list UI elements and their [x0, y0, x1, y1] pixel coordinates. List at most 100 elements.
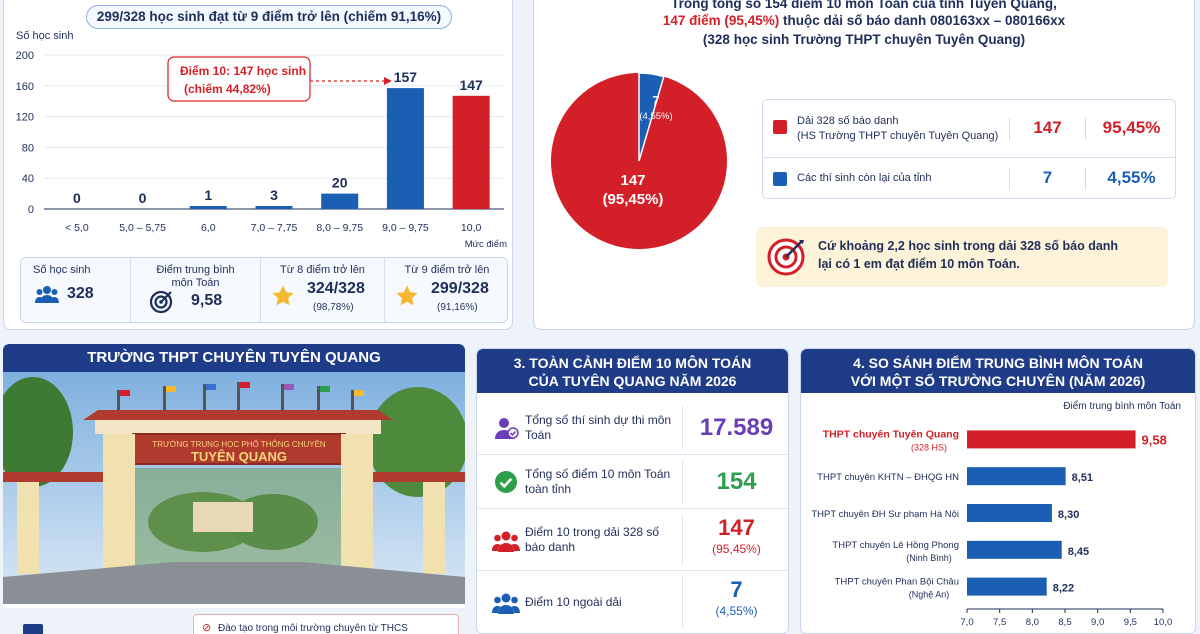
bar-value-label: 20 — [332, 175, 348, 191]
x-tick-label: 10,0 — [461, 222, 482, 234]
bar-value-label: 3 — [270, 187, 278, 203]
stat-8-plus: Từ 8 điểm trở lên 324/328 (98,78%) — [261, 258, 385, 322]
comparison-bar — [967, 430, 1136, 449]
overview-rows: Tổng số thí sinh dự thi môn Toán 17.589 … — [477, 401, 788, 633]
score-distribution-panel: 299/328 học sinh đạt từ 9 điểm trở lên (… — [3, 0, 513, 330]
x-tick-label: 10,0 — [1154, 617, 1173, 628]
overview-value-block: 7 (4,55%) — [682, 576, 788, 628]
distribution-header: 299/328 học sinh đạt từ 9 điểm trở lên (… — [86, 5, 452, 29]
x-tick-label: 8,5 — [1058, 617, 1071, 628]
school-footer-card: ⊘ Đào tạo trong môi trường chuyên từ THC… — [193, 614, 459, 634]
star-icon — [272, 285, 294, 306]
pie-header-line3: (328 học sinh Trường THPT chuyên Tuyên Q… — [702, 32, 1026, 47]
overview-label: Điểm 10 trong dải 328 số báo danh — [525, 524, 660, 554]
overview-value: 17.589 — [682, 405, 788, 450]
overview-value-block: 147 (95,45%) — [682, 514, 788, 566]
calendar-icon — [23, 624, 43, 634]
pie-header-rest: thuộc dải số báo danh 080163xx – 080166x… — [779, 13, 1066, 28]
x-tick-label: 8,0 – 9,75 — [316, 222, 363, 234]
legend-pct: 95,45% — [1085, 118, 1177, 140]
legend-label: Các thí sinh còn lại của tỉnh — [797, 172, 932, 184]
comparison-value-label: 8,22 — [1053, 583, 1074, 595]
star-icon — [396, 285, 418, 306]
y-tick-label: 120 — [16, 112, 34, 124]
bar — [452, 95, 490, 209]
compare-title-line2: VỚI MỘT SỐ TRƯỜNG CHUYÊN (NĂM 2026) — [850, 373, 1146, 389]
comparison-bar — [967, 504, 1052, 522]
stat-label: Từ 9 điểm trở lên — [404, 264, 490, 276]
overview-row-in-range: Điểm 10 trong dải 328 số báo danh 147 (9… — [477, 509, 788, 571]
stat-label: Điểm trung bình môn Toán — [156, 264, 235, 289]
x-tick-label: 9,0 — [1091, 617, 1104, 628]
x-axis-label: Mức điểm — [465, 239, 507, 250]
check-circle-icon — [495, 471, 517, 493]
comparison-value-label: 8,45 — [1068, 546, 1089, 558]
compare-panel: 4. SO SÁNH ĐIỂM TRUNG BÌNH MÔN TOÁN VỚI … — [800, 348, 1196, 634]
bar-value-label: 0 — [139, 190, 147, 206]
legend-label-line2: (HS Trường THPT chuyên Tuyên Quang) — [797, 130, 999, 142]
legend-row-out: Các thí sinh còn lại của tỉnh 7 4,55% — [763, 158, 1175, 200]
legend-count: 7 — [1009, 168, 1085, 190]
pie-label-small-pct: (4,55%) — [639, 111, 672, 122]
bar-value-label: 1 — [204, 187, 212, 203]
overview-panel: 3. TOÀN CẢNH ĐIỂM 10 MÔN TOÁN CỦA TUYÊN … — [476, 348, 789, 634]
y-tick-label: 200 — [16, 50, 34, 62]
y-axis-label: Số học sinh — [16, 30, 73, 42]
pie-chart: 147 (95,45%) 7 (4,55%) — [551, 72, 727, 249]
legend-count: 147 — [1009, 118, 1085, 140]
x-tick-label: 9,5 — [1124, 617, 1137, 628]
stat-sub: (98,78%) — [313, 302, 354, 313]
target-icon — [767, 238, 805, 276]
stat-label: Từ 8 điểm trở lên — [280, 264, 365, 276]
pie-note-line2: lại có 1 em đạt điểm 10 môn Toán. — [818, 257, 1020, 271]
x-tick-label: 8,0 — [1026, 617, 1039, 628]
comparison-category-sublabel: (Ninh Bình) — [906, 553, 952, 563]
overview-title: 3. TOÀN CẢNH ĐIỂM 10 MÔN TOÁN CỦA TUYÊN … — [477, 349, 788, 393]
y-tick-label: 0 — [28, 204, 34, 216]
bar-value-label: 0 — [73, 190, 81, 206]
bar — [255, 206, 293, 209]
stat-value: 324/328 — [307, 280, 365, 297]
user-check-icon — [495, 418, 519, 439]
overview-value: 7 — [730, 577, 743, 602]
overview-label: Tổng số thí sinh dự thi môn Toán — [525, 412, 672, 442]
comparison-category-sublabel: (Nghệ An) — [909, 590, 950, 600]
school-footer-text: Đào tạo trong môi trường chuyên từ THCS — [218, 623, 408, 634]
comparison-category-label: THPT chuyên Phan Bội Châu — [835, 577, 959, 588]
overview-value: 147 — [718, 515, 755, 540]
x-tick-label: 6,0 — [201, 222, 216, 234]
callout-line1: Điểm 10: 147 học sinh — [180, 64, 306, 78]
overview-row-candidates: Tổng số thí sinh dự thi môn Toán 17.589 — [477, 401, 788, 455]
comparison-value-label: 8,51 — [1072, 472, 1093, 484]
legend-label-line1: Dải 328 số báo danh — [797, 115, 899, 127]
gate-sign-line1: TRƯỜNG TRUNG HỌC PHỔ THÔNG CHUYÊN — [152, 440, 326, 449]
stat-average: Điểm trung bình môn Toán 9,58 — [131, 258, 261, 322]
legend-row-in: Dải 328 số báo danh (HS Trường THPT chuy… — [763, 100, 1175, 158]
comparison-category-label: THPT chuyên Tuyên Quang — [823, 428, 959, 440]
school-title: TRƯỜNG THPT CHUYÊN TUYÊN QUANG — [3, 344, 465, 372]
compare-title: 4. SO SÁNH ĐIỂM TRUNG BÌNH MÔN TOÁN VỚI … — [801, 349, 1195, 393]
compare-subtitle: Điểm trung bình môn Toán — [1063, 401, 1181, 412]
bar-value-label: 147 — [459, 77, 483, 93]
comparison-bar — [967, 577, 1047, 596]
pie-label-big-value: 147 — [620, 172, 645, 189]
pie-panel: Trong tổng số 154 điểm 10 môn Toán của t… — [533, 0, 1195, 330]
x-tick-label: 9,0 – 9,75 — [382, 222, 429, 234]
group-icon — [492, 531, 520, 552]
pie-label-small-value: 7 — [652, 93, 659, 108]
people-icon — [35, 286, 59, 303]
legend-label: Dải 328 số báo danh (HS Trường THPT chuy… — [797, 114, 998, 144]
x-tick-label: 7,0 – 7,75 — [251, 222, 298, 234]
target-icon — [149, 290, 173, 314]
bar — [189, 206, 227, 209]
stat-students: Số học sinh 328 — [21, 258, 131, 322]
callout-box — [167, 56, 311, 102]
gate-sign-line2: TUYÊN QUANG — [191, 449, 287, 464]
callout-arrow-head — [384, 77, 392, 85]
stat-label: Số học sinh — [33, 264, 91, 276]
bar — [386, 88, 424, 209]
pie-slice-out-range — [638, 72, 665, 162]
school-panel: TRƯỜNG THPT CHUYÊN TUYÊN QUANG T — [3, 344, 465, 634]
stat-value: 299/328 — [431, 280, 489, 297]
